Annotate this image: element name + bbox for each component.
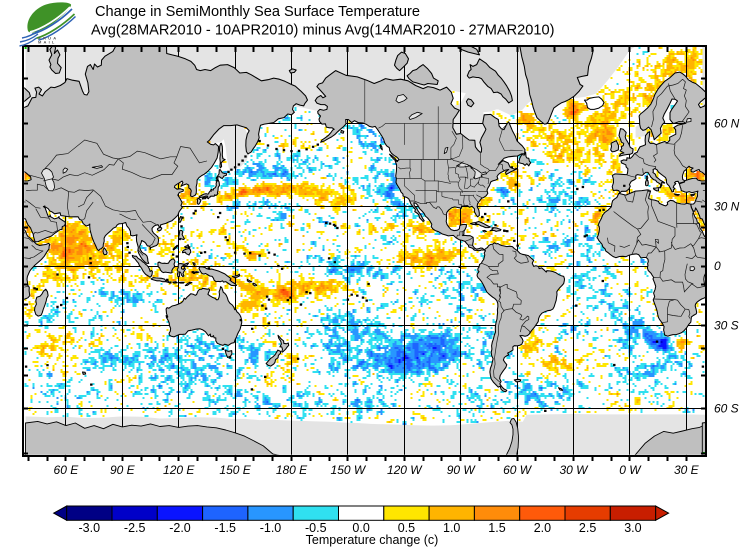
svg-text:120 E: 120 E <box>163 463 195 477</box>
svg-text:120 W: 120 W <box>387 463 423 477</box>
svg-text:0.0: 0.0 <box>352 521 369 535</box>
svg-text:30 E: 30 E <box>674 463 700 477</box>
svg-text:-2.0: -2.0 <box>169 521 191 535</box>
svg-text:1.0: 1.0 <box>443 521 460 535</box>
svg-text:0 W: 0 W <box>619 463 642 477</box>
svg-text:150 E: 150 E <box>219 463 251 477</box>
svg-text:30 S: 30 S <box>714 319 739 333</box>
svg-text:1.5: 1.5 <box>488 521 505 535</box>
svg-text:-3.0: -3.0 <box>79 521 101 535</box>
svg-text:ARUA: ARUA <box>38 36 58 41</box>
svg-text:-1.5: -1.5 <box>214 521 236 535</box>
svg-text:60 W: 60 W <box>503 463 533 477</box>
svg-text:2.0: 2.0 <box>534 521 551 535</box>
svg-text:MAIL: MAIL <box>38 40 57 45</box>
svg-text:0.5: 0.5 <box>398 521 415 535</box>
svg-text:Temperature change (c): Temperature change (c) <box>306 533 439 547</box>
svg-text:180 E: 180 E <box>276 463 308 477</box>
svg-text:-1.0: -1.0 <box>260 521 282 535</box>
svg-text:0: 0 <box>714 259 721 273</box>
svg-text:150 W: 150 W <box>331 463 367 477</box>
svg-text:90 W: 90 W <box>447 463 477 477</box>
svg-text:-0.5: -0.5 <box>305 521 327 535</box>
svg-text:60 N: 60 N <box>714 116 740 130</box>
svg-text:30 W: 30 W <box>559 463 589 477</box>
svg-text:60 E: 60 E <box>54 463 80 477</box>
svg-text:-2.5: -2.5 <box>124 521 146 535</box>
svg-text:90 E: 90 E <box>110 463 136 477</box>
svg-text:Change in SemiMonthly Sea Surf: Change in SemiMonthly Sea Surface Temper… <box>95 4 420 20</box>
svg-text:30 N: 30 N <box>714 200 740 214</box>
svg-text:3.0: 3.0 <box>624 521 641 535</box>
svg-text:60 S: 60 S <box>714 402 739 416</box>
svg-text:2.5: 2.5 <box>579 521 596 535</box>
svg-text:Avg(28MAR2010 - 10APR2010) min: Avg(28MAR2010 - 10APR2010) minus Avg(14M… <box>91 23 554 39</box>
